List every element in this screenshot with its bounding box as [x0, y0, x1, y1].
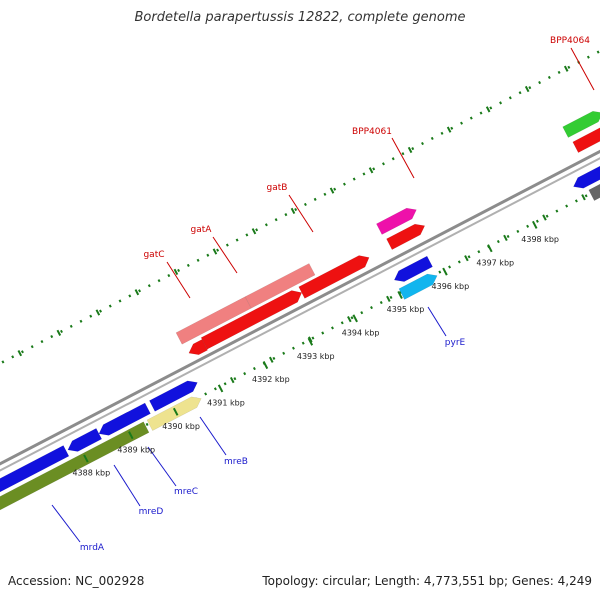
scale-tick	[262, 361, 269, 370]
gene-gatA	[244, 263, 316, 309]
gene-label-mrda: mrdA	[80, 543, 105, 553]
gene-features	[0, 110, 600, 511]
gene-mreB	[149, 380, 198, 412]
ring-outer-top-mark	[563, 65, 569, 72]
ring-outer-top-mark	[95, 309, 101, 316]
scale-tick	[352, 314, 358, 323]
ring-inner-bottom-mark	[269, 356, 274, 363]
gene-label-gata: gatA	[191, 225, 213, 235]
gene-label-gatc: gatC	[143, 250, 164, 260]
scale-tick	[83, 454, 89, 463]
tick-label-4395: 4395 kbp	[387, 305, 425, 314]
ring-outer-top-mark	[56, 329, 62, 336]
scale-tick	[487, 244, 493, 253]
backbone-line	[0, 149, 600, 466]
scale-tick	[307, 337, 314, 346]
ring-outer-top-mark	[17, 350, 23, 357]
ring-outer-top-mark	[485, 106, 491, 113]
ring-outer-top	[0, 49, 600, 365]
gene-label-mreb: mreB	[224, 457, 248, 467]
backbone-line	[0, 157, 600, 472]
tick-label-4396: 4396 kbp	[432, 282, 470, 291]
callout-line	[51, 504, 81, 543]
gene-blue-mid	[393, 255, 433, 282]
callout-line	[147, 446, 177, 487]
scale-tick	[217, 384, 224, 393]
callout-line	[570, 47, 595, 91]
ring-outer-top-mark	[251, 228, 257, 235]
accession-label: Accession: NC_002928	[8, 574, 145, 588]
ring-outer-top-mark	[290, 207, 296, 215]
tick-label-4393: 4393 kbp	[297, 352, 335, 361]
ring-outer-top-mark	[329, 187, 335, 194]
callout-line	[427, 306, 447, 337]
gene-label-mred: mreD	[139, 507, 164, 517]
ring-inner-bottom-mark	[503, 234, 508, 241]
gene-olive	[0, 421, 150, 511]
scale-tick	[128, 431, 134, 440]
gene-label-mrec: mreC	[174, 487, 198, 497]
tick-label-4388: 4388 kbp	[72, 469, 110, 478]
gene-label-pyre: pyrE	[445, 338, 466, 348]
gene-label-bpp4064: BPP4064	[550, 36, 590, 46]
callout-line	[113, 464, 141, 507]
ring-inner-bottom-mark	[464, 255, 469, 262]
gene-pyrE	[398, 273, 438, 300]
gene-mreC	[98, 402, 151, 436]
ring-outer-top-mark	[173, 268, 179, 275]
gene-red-2	[298, 255, 370, 299]
backbone	[0, 149, 600, 472]
gene-khaki	[146, 396, 202, 431]
ring-inner-bottom-mark	[542, 214, 547, 221]
tick-label-4398: 4398 kbp	[521, 235, 559, 244]
gene-label-gatb: gatB	[267, 183, 288, 193]
gene-red-small	[188, 339, 208, 355]
callout-line	[212, 236, 238, 274]
scale-tick	[397, 290, 403, 299]
scale-tick	[172, 407, 179, 416]
tick-label-4397: 4397 kbp	[476, 258, 514, 267]
callout-line	[288, 194, 314, 233]
callout-line	[199, 416, 227, 456]
ring-inner-bottom-mark	[581, 194, 586, 201]
gene-BPP4061	[376, 207, 417, 235]
gene-label-bpp4061: BPP4061	[352, 127, 392, 137]
ring-inner-bottom-mark	[229, 376, 235, 384]
scale-ticks: 4388 kbp 4389 kbp 4390 kbp 4391 kbp 4392 kbp…	[72, 220, 559, 478]
scale-tick	[442, 267, 448, 276]
tick-label-4392: 4392 kbp	[252, 375, 290, 384]
ring-outer-top-mark	[368, 167, 374, 174]
gene-mrdA	[0, 445, 70, 493]
ring-inner-bottom	[0, 187, 600, 503]
ring-outer-top-mark	[446, 126, 452, 133]
gene-mreD	[67, 428, 103, 452]
topology-summary: Topology: circular; Length: 4,773,551 bp…	[262, 574, 592, 588]
ring-inner-bottom-mark	[386, 295, 391, 302]
callout-line	[166, 261, 191, 299]
ring-outer-top-mark	[524, 85, 530, 93]
tick-label-4391: 4391 kbp	[207, 399, 245, 408]
tick-label-4390: 4390 kbp	[162, 422, 200, 431]
tick-label-4389: 4389 kbp	[117, 445, 155, 454]
callout-line	[391, 137, 415, 179]
gene-callouts: gatC gatA gatB BPP4061 BPP4064 pyrE mreB mreC mr…	[51, 36, 595, 553]
gene-blue-right	[573, 165, 600, 189]
ring-outer-top-mark	[212, 248, 218, 255]
ring-inner-bottom-mark	[347, 316, 352, 323]
gene-gray	[588, 183, 600, 201]
map-title: Bordetella parapertussis 12822, complete…	[134, 10, 466, 25]
scale-tick	[532, 220, 538, 229]
gene-BPP4064	[562, 110, 600, 138]
gene-red-4	[572, 127, 600, 153]
ring-outer-top-mark	[134, 289, 140, 296]
ring-outer-top-mark	[407, 146, 413, 154]
tick-label-4394: 4394 kbp	[342, 329, 380, 338]
gene-red-3	[386, 223, 426, 250]
